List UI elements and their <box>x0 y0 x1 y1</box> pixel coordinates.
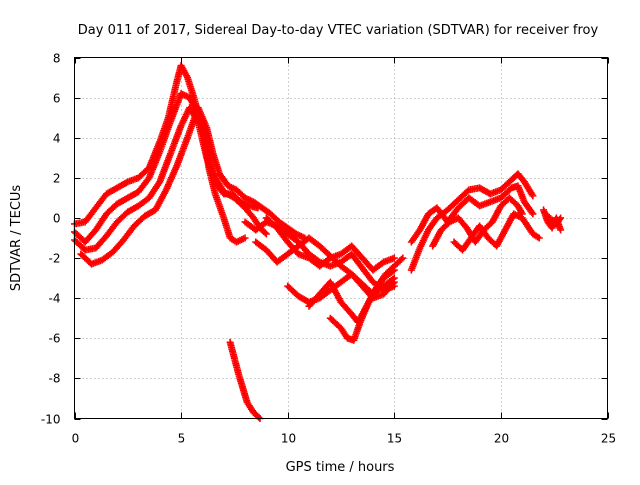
data-point <box>390 278 398 286</box>
series-arc-6 <box>262 214 398 274</box>
y-tick-label: -6 <box>49 332 61 346</box>
data-point <box>556 215 564 223</box>
y-tick-label: 8 <box>53 52 61 66</box>
y-tick-label: 4 <box>53 132 61 146</box>
data-point <box>122 179 130 187</box>
x-axis-label: GPS time / hours <box>286 460 395 475</box>
y-tick-label: -10 <box>41 413 61 427</box>
x-tick-label: 5 <box>178 432 186 446</box>
plot-frame <box>74 57 608 419</box>
grid-layer <box>74 57 608 419</box>
data-point <box>557 226 565 234</box>
series-arc-13 <box>407 182 537 246</box>
y-axis-label: SDTVAR / TECUs <box>9 185 24 292</box>
data-point <box>535 234 543 242</box>
data-point <box>390 254 398 262</box>
data-point <box>255 413 263 421</box>
series-arc-8 <box>284 270 398 306</box>
series-arc-4 <box>77 104 309 268</box>
series-arc-10 <box>326 254 407 344</box>
series-arc-11 <box>226 338 264 422</box>
series-arc-2 <box>71 90 270 246</box>
chart-title: Day 011 of 2017, Sidereal Day-to-day VTE… <box>78 23 599 38</box>
data-point <box>399 254 407 262</box>
x-tick-label: 0 <box>72 432 80 446</box>
data-point <box>528 208 536 216</box>
data-point <box>262 230 270 238</box>
series-arc-15 <box>450 210 543 254</box>
data-point <box>557 214 565 222</box>
x-tick-label: 20 <box>494 432 509 446</box>
y-tick-label: 2 <box>53 172 61 186</box>
y-tick-label: -4 <box>49 292 61 306</box>
y-tick-label: 0 <box>53 212 61 226</box>
data-point <box>397 255 405 263</box>
y-tick-label: -8 <box>49 372 61 386</box>
ticks-layer: 0 5 10 15 20 25 -10 -8 -6 -4 -2 0 2 4 6 8 <box>41 52 616 446</box>
data-point <box>529 192 537 200</box>
x-tick-label: 10 <box>281 432 296 446</box>
y-tick-label: 6 <box>53 92 61 106</box>
y-tick-label: -2 <box>49 252 61 266</box>
x-tick-label: 25 <box>601 432 616 446</box>
data-point <box>261 229 269 237</box>
data-point <box>529 210 537 218</box>
x-tick-label: 15 <box>387 432 402 446</box>
marks-layer <box>71 62 565 422</box>
data-point <box>389 279 397 287</box>
data-point <box>241 234 249 242</box>
series-arc-17 <box>544 212 565 228</box>
